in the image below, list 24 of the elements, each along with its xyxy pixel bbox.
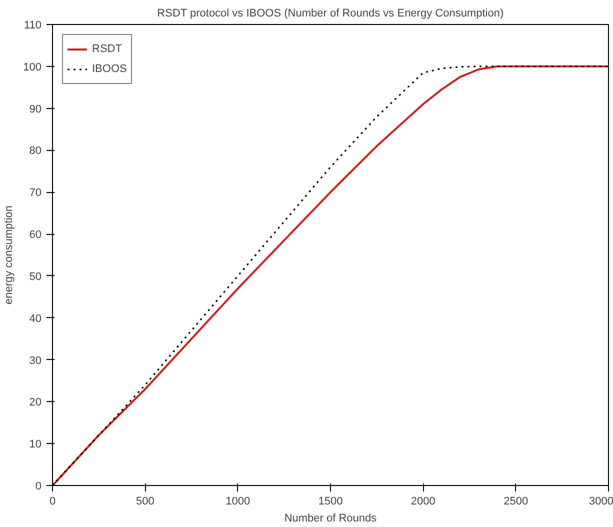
x-tick-label: 500 (136, 496, 154, 508)
y-tick-label: 30 (29, 354, 42, 367)
x-tick-label: 2500 (504, 496, 528, 508)
x-tick-label: 1500 (318, 496, 343, 508)
y-tick-label: 110 (24, 20, 42, 32)
y-tick-label: 80 (29, 145, 42, 158)
x-tick-label: 3000 (589, 496, 613, 508)
y-tick-label: 20 (29, 396, 42, 409)
y-tick-label: 40 (29, 312, 42, 325)
x-tick-label: 2000 (410, 496, 436, 508)
chart-title: RSDT protocol vs IBOOS (Number of Rounds vs Energy Consumption) (157, 8, 504, 20)
x-tick-label: 0 (49, 496, 56, 508)
legend-label: RSDT (92, 43, 122, 55)
y-tick-label: 70 (29, 187, 42, 200)
y-tick-label: 90 (29, 103, 42, 116)
y-tick-label: 60 (29, 229, 42, 242)
x-axis-title: Number of Rounds (284, 512, 378, 524)
y-axis-title: energy consumption (3, 205, 16, 305)
legend-label: IBOOS (92, 63, 127, 75)
y-tick-label: 10 (29, 438, 42, 451)
y-tick-label: 100 (23, 61, 42, 74)
y-tick-label: 0 (35, 480, 42, 492)
y-tick-label: 50 (29, 270, 42, 283)
x-tick-label: 1000 (226, 496, 250, 508)
